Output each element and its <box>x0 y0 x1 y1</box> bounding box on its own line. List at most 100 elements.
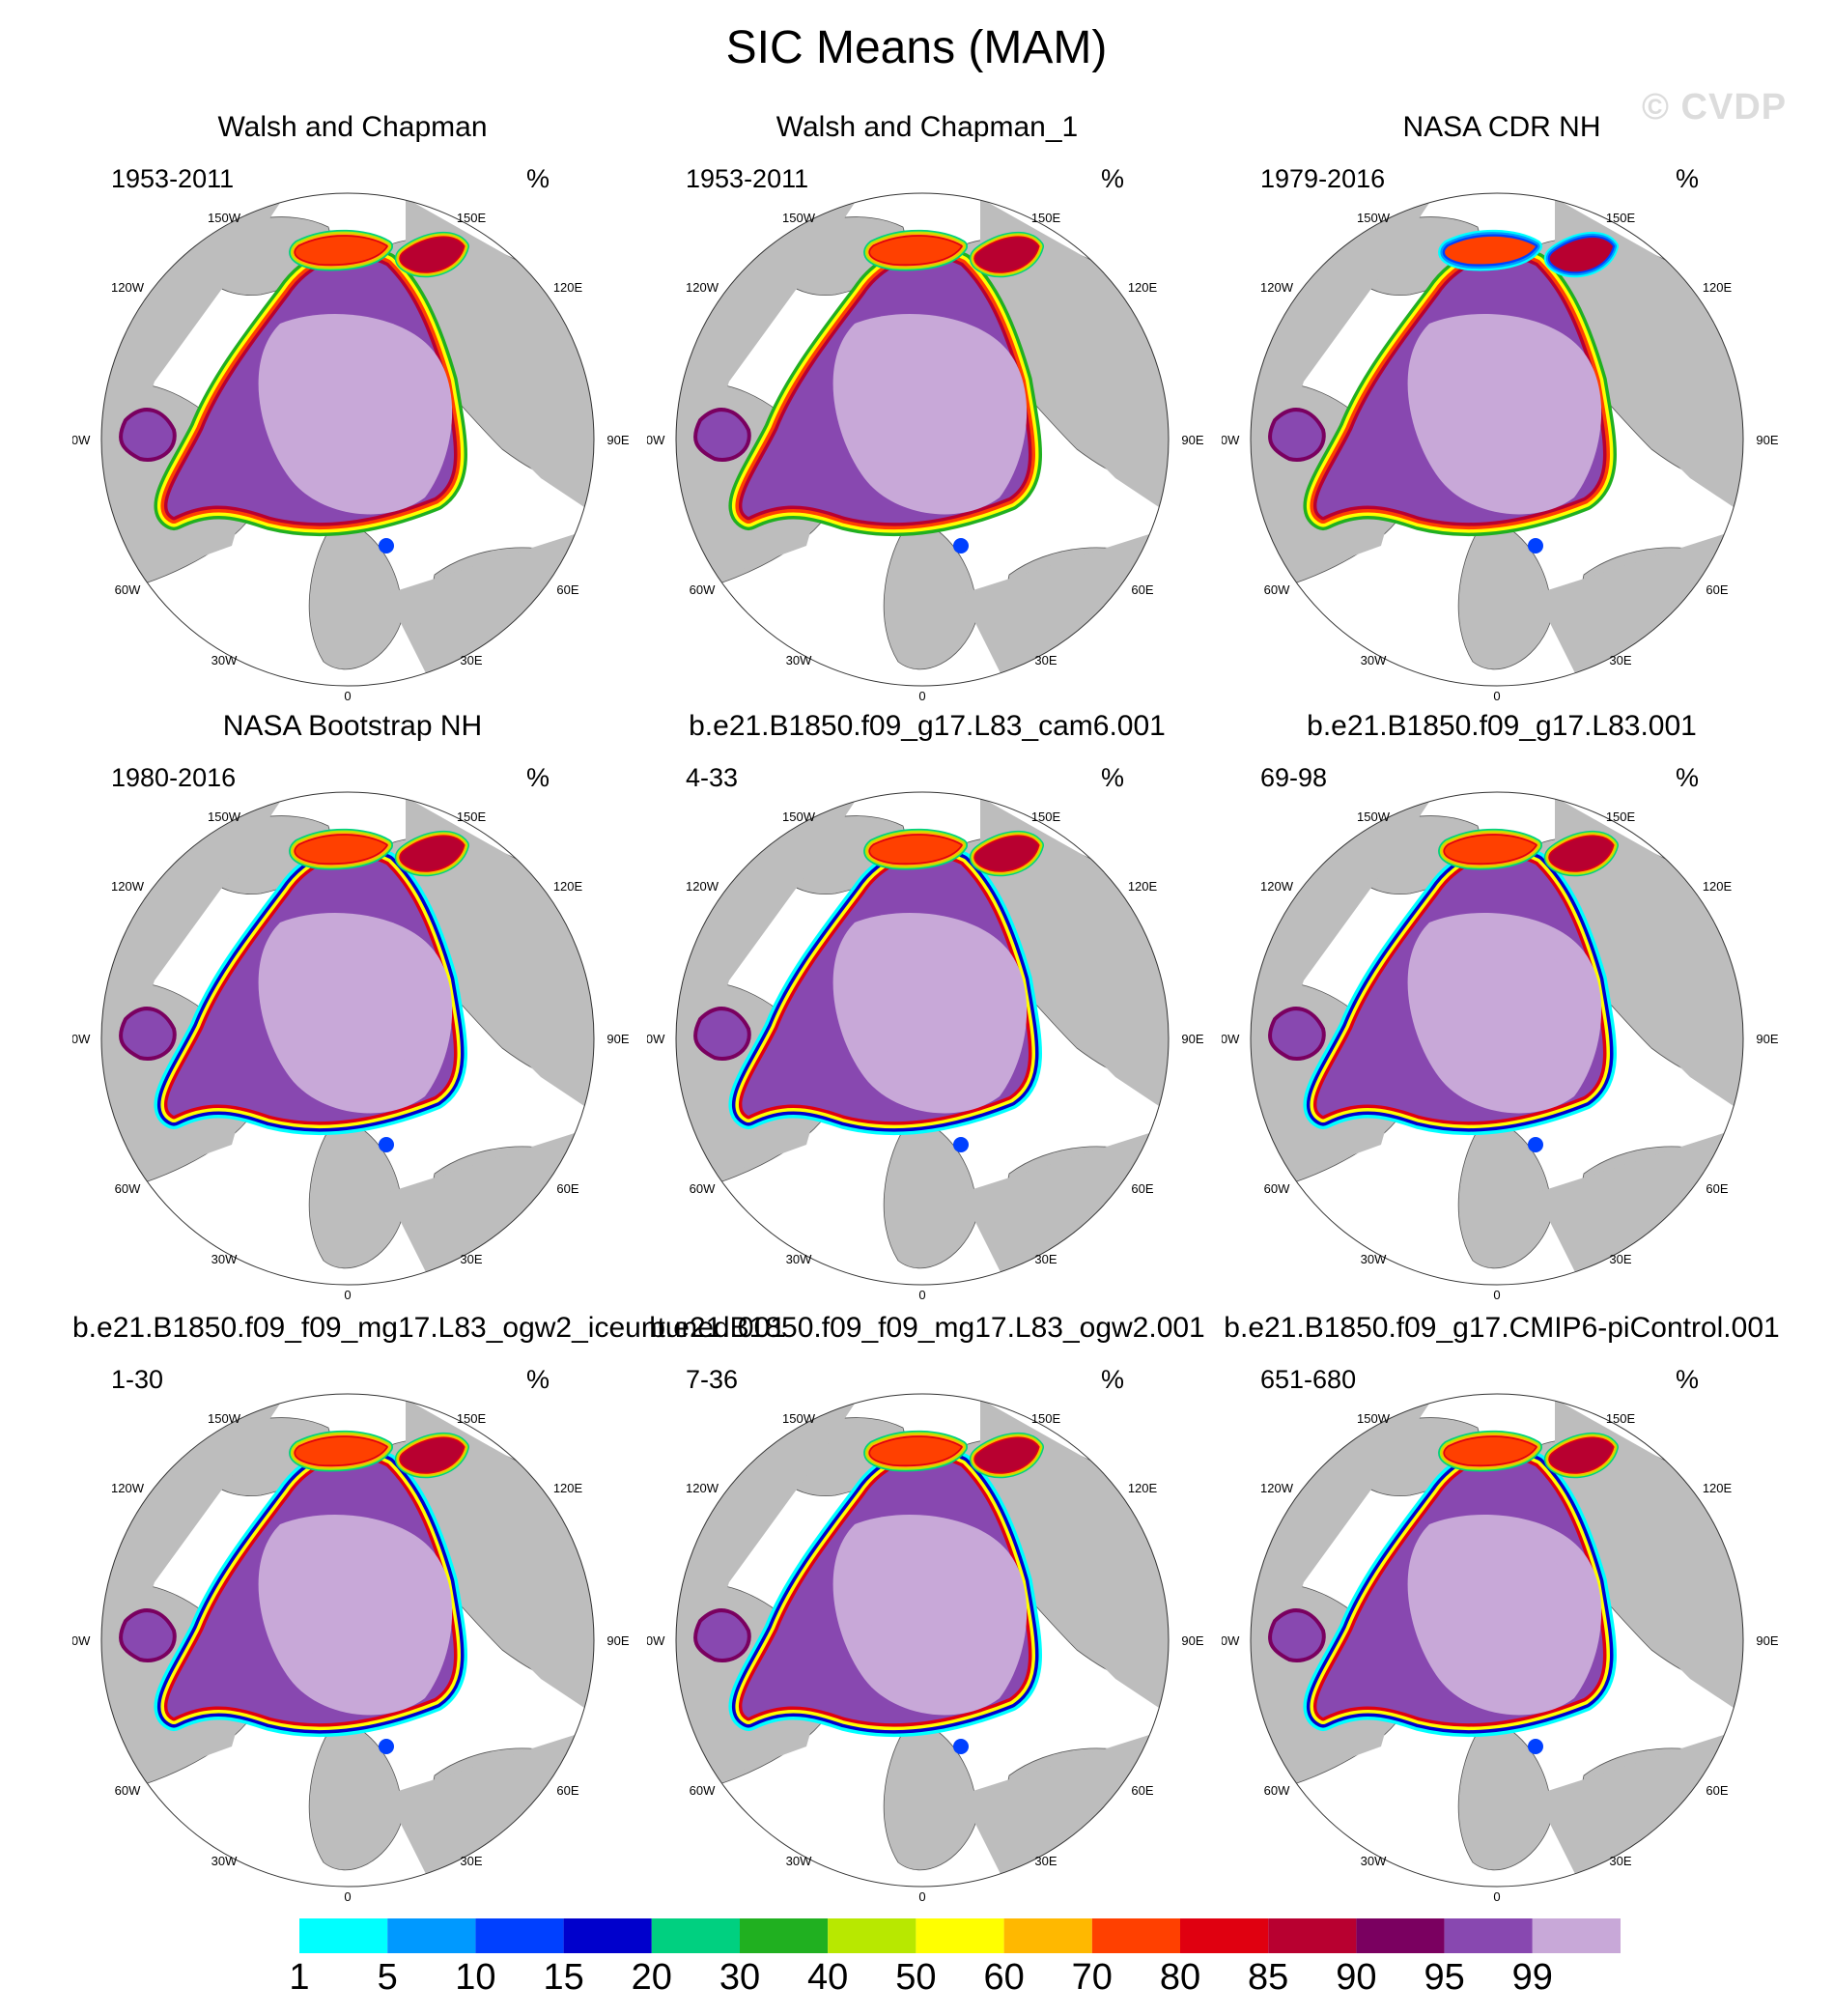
longitude-label: 60E <box>1131 582 1153 597</box>
longitude-label: 30E <box>1034 1252 1057 1266</box>
longitude-label: 90E <box>1181 433 1203 447</box>
land-mass <box>883 1124 977 1269</box>
longitude-label: 120E <box>1703 879 1733 894</box>
longitude-label: 60E <box>1131 1181 1153 1196</box>
longitude-label: 150W <box>1357 1411 1391 1426</box>
longitude-label: 90W <box>1222 1633 1240 1648</box>
longitude-label: 60W <box>1264 582 1290 597</box>
longitude-label: 60E <box>556 1783 578 1798</box>
land-mass <box>308 1124 403 1269</box>
land-mass <box>883 1726 977 1871</box>
longitude-label: 60W <box>115 1181 141 1196</box>
longitude-label: 90W <box>647 1032 665 1046</box>
longitude-label: 120E <box>1128 280 1158 295</box>
longitude-label: 150W <box>1357 211 1391 225</box>
longitude-label: 30W <box>786 1854 812 1868</box>
panel-units: % <box>526 763 550 792</box>
map-panel: NASA Bootstrap NH1980-2016%180150W150E12… <box>72 710 633 1309</box>
longitude-label: 150E <box>457 211 487 225</box>
colorbar-swatch <box>299 1918 388 1953</box>
longitude-label: 150W <box>208 1411 241 1426</box>
longitude-label: 120E <box>553 1481 583 1495</box>
longitude-label: 90W <box>1222 433 1240 447</box>
longitude-label: 30E <box>1609 653 1631 667</box>
polar-map: 180150W150E120W120E90W90E60W60E30W30E0 <box>1222 192 1779 703</box>
panel-units: % <box>1676 763 1700 792</box>
longitude-label: 30W <box>1361 1252 1387 1266</box>
longitude-label: 120W <box>111 280 145 295</box>
panel-title: b.e21.B1850.f09_f09_mg17.L83_ogw2.001 <box>649 1312 1205 1344</box>
longitude-label: 60E <box>1706 1181 1728 1196</box>
land-mass <box>883 525 977 670</box>
longitude-label: 0 <box>1493 689 1500 703</box>
colorbar-tick-label: 90 <box>1336 1957 1377 1998</box>
longitude-label: 150E <box>457 1411 487 1426</box>
longitude-label: 60W <box>690 1783 716 1798</box>
longitude-label: 30E <box>460 653 482 667</box>
panel-period: 1980-2016 <box>111 763 237 792</box>
longitude-label: 150E <box>1606 809 1636 824</box>
colorbar-tick-label: 85 <box>1248 1957 1289 1998</box>
longitude-label: 150E <box>457 809 487 824</box>
longitude-label: 0 <box>1493 1889 1500 1904</box>
longitude-label: 30W <box>1361 653 1387 667</box>
polar-map: 180150W150E120W120E90W90E60W60E30W30E0 <box>1222 1393 1779 1904</box>
colorbar-tick-label: 95 <box>1424 1957 1465 1998</box>
panel-units: % <box>1101 763 1125 792</box>
colorbar-swatch <box>1532 1918 1621 1953</box>
colorbar-tick-label: 30 <box>719 1957 761 1998</box>
panel-units: % <box>1676 164 1700 193</box>
panel-period: 1-30 <box>111 1365 164 1394</box>
longitude-label: 90E <box>1756 1032 1778 1046</box>
longitude-label: 120W <box>1260 1481 1294 1495</box>
longitude-label: 150W <box>782 211 816 225</box>
longitude-label: 120E <box>1128 879 1158 894</box>
panel-title: b.e21.B1850.f09_f09_mg17.L83_ogw2_iceunt… <box>72 1312 786 1344</box>
colorbar-tick-label: 15 <box>543 1957 584 1998</box>
polar-map: 180150W150E120W120E90W90E60W60E30W30E0 <box>72 1393 630 1904</box>
panel-period: 7-36 <box>686 1365 739 1394</box>
longitude-label: 30E <box>460 1854 482 1868</box>
longitude-label: 150W <box>208 211 241 225</box>
longitude-label: 120W <box>686 280 719 295</box>
panel-title: NASA Bootstrap NH <box>222 710 483 742</box>
longitude-label: 30E <box>1034 1854 1057 1868</box>
longitude-label: 60W <box>690 1181 716 1196</box>
longitude-label: 30W <box>1361 1854 1387 1868</box>
longitude-label: 30E <box>460 1252 482 1266</box>
longitude-label: 60E <box>1706 1783 1728 1798</box>
panel-period: 1953-2011 <box>686 164 809 193</box>
colorbar-tick-label: 20 <box>631 1957 672 1998</box>
map-panel: Walsh and Chapman_11953-2011%180150W150E… <box>647 111 1207 710</box>
longitude-label: 30W <box>212 1854 238 1868</box>
polar-map: 180150W150E120W120E90W90E60W60E30W30E0 <box>647 791 1204 1302</box>
longitude-label: 0 <box>918 1288 925 1302</box>
longitude-label: 0 <box>344 689 351 703</box>
longitude-label: 0 <box>1493 1288 1500 1302</box>
longitude-label: 30W <box>212 1252 238 1266</box>
panel-title: NASA CDR NH <box>1402 111 1601 143</box>
panel-units: % <box>1101 1365 1125 1394</box>
map-panel: b.e21.B1850.f09_g17.CMIP6-piControl.001 6… <box>1222 1312 1782 1911</box>
colorbar-tick-label: 10 <box>455 1957 496 1998</box>
longitude-label: 90W <box>72 1032 91 1046</box>
longitude-label: 90W <box>1222 1032 1240 1046</box>
longitude-label: 90E <box>606 433 629 447</box>
longitude-label: 150E <box>1031 809 1061 824</box>
longitude-label: 90W <box>72 1633 91 1648</box>
longitude-label: 60E <box>556 1181 578 1196</box>
colorbar-swatch <box>1003 1918 1092 1953</box>
panel-title: Walsh and Chapman_1 <box>776 111 1079 143</box>
longitude-label: 120E <box>553 879 583 894</box>
longitude-label: 30W <box>786 1252 812 1266</box>
longitude-label: 90E <box>606 1633 629 1648</box>
colorbar-tick-label: 70 <box>1071 1957 1113 1998</box>
map-panel: b.e21.B1850.f09_g17.L83.00169-98%180150W… <box>1222 710 1782 1309</box>
polar-map: 180150W150E120W120E90W90E60W60E30W30E0 <box>72 192 630 703</box>
colorbar-swatch <box>475 1918 564 1953</box>
longitude-label: 150E <box>1606 211 1636 225</box>
map-panel: b.e21.B1850.f09_g17.L83_cam6.0014-33%180… <box>647 710 1207 1309</box>
longitude-label: 0 <box>344 1889 351 1904</box>
longitude-label: 120W <box>1260 280 1294 295</box>
longitude-label: 60W <box>1264 1181 1290 1196</box>
